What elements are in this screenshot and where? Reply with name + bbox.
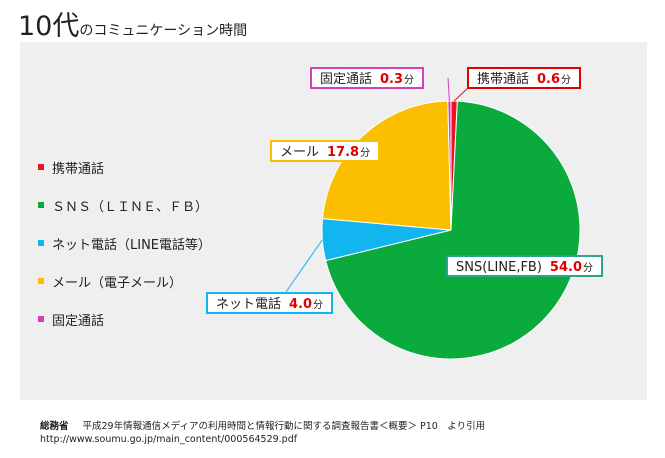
legend-swatch bbox=[38, 278, 44, 284]
chart-title-main: 10代 bbox=[18, 11, 80, 42]
legend-swatch bbox=[38, 316, 44, 322]
legend-item-internet-call: ネット電話（LINE電話等） bbox=[38, 224, 278, 262]
legend-item-sns: ＳＮＳ（ＬＩＮＥ、ＦＢ） bbox=[38, 186, 278, 224]
legend-item-landline: 固定通話 bbox=[38, 300, 278, 338]
label-value: 17.8 bbox=[327, 145, 360, 160]
label-unit: 分 bbox=[561, 75, 572, 86]
label-mobile-call: 携帯通話 0.6分 bbox=[467, 67, 582, 89]
legend-item-mobile-call: 携帯通話 bbox=[38, 148, 278, 186]
label-value: 54.0 bbox=[549, 260, 582, 275]
label-mail: メール 17.8分 bbox=[270, 140, 381, 162]
label-text: ネット電話 bbox=[216, 297, 282, 312]
label-unit: 分 bbox=[360, 148, 371, 159]
pie-slice bbox=[447, 100, 452, 231]
label-unit: 分 bbox=[313, 300, 324, 311]
legend-item-mail: メール（電子メール） bbox=[38, 262, 278, 300]
label-text: SNS(LINE,FB) bbox=[456, 260, 542, 275]
legend-swatch bbox=[38, 164, 44, 170]
pie-slice bbox=[325, 100, 581, 360]
chart-title-sub: のコミュニケーション時間 bbox=[79, 23, 248, 39]
legend-label: メール（電子メール） bbox=[52, 275, 183, 291]
legend-label: ＳＮＳ（ＬＩＮＥ、ＦＢ） bbox=[52, 199, 209, 215]
legend-label: 固定通話 bbox=[52, 313, 105, 329]
label-text: 固定通話 bbox=[320, 72, 373, 87]
label-text: 携帯通話 bbox=[477, 72, 530, 87]
source-text: 平成29年情報通信メディアの利用時間と情報行動に関する調査報告書＜概要＞ P10… bbox=[82, 421, 486, 432]
legend-swatch bbox=[38, 202, 44, 208]
legend-swatch bbox=[38, 240, 44, 246]
label-sns: SNS(LINE,FB) 54.0分 bbox=[446, 255, 603, 277]
legend: 携帯通話 ＳＮＳ（ＬＩＮＥ、ＦＢ） ネット電話（LINE電話等） メール（電子メ… bbox=[38, 148, 278, 338]
chart-title: 10代のコミュニケーション時間 bbox=[18, 4, 248, 42]
pie-slice bbox=[321, 100, 452, 231]
source-org: 総務省 bbox=[40, 421, 69, 432]
label-text: メール bbox=[280, 145, 320, 160]
label-landline: 固定通話 0.3分 bbox=[310, 67, 425, 89]
label-value: 4.0 bbox=[289, 297, 313, 312]
label-internet-call: ネット電話 4.0分 bbox=[206, 292, 334, 314]
leader-line bbox=[285, 239, 323, 293]
source-url: http://www.soumu.go.jp/main_content/0005… bbox=[40, 434, 298, 445]
source-citation: 総務省 平成29年情報通信メディアの利用時間と情報行動に関する調査報告書＜概要＞ … bbox=[40, 418, 485, 432]
legend-label: ネット電話（LINE電話等） bbox=[52, 237, 212, 253]
label-unit: 分 bbox=[404, 75, 415, 86]
leader-line bbox=[447, 77, 450, 102]
legend-label: 携帯通話 bbox=[52, 161, 105, 177]
label-unit: 分 bbox=[583, 263, 593, 274]
label-value: 0.3 bbox=[380, 72, 404, 87]
label-value: 0.6 bbox=[537, 72, 561, 87]
